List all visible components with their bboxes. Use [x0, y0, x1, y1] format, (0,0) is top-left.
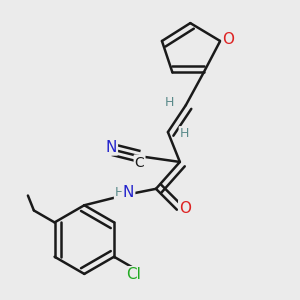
- Text: H: H: [180, 127, 189, 140]
- Text: N: N: [123, 185, 134, 200]
- Text: O: O: [179, 201, 191, 216]
- Text: H: H: [115, 186, 124, 199]
- Text: O: O: [223, 32, 235, 47]
- Text: Cl: Cl: [126, 267, 141, 282]
- Text: C: C: [135, 155, 144, 170]
- Text: H: H: [165, 96, 174, 109]
- Text: N: N: [106, 140, 117, 154]
